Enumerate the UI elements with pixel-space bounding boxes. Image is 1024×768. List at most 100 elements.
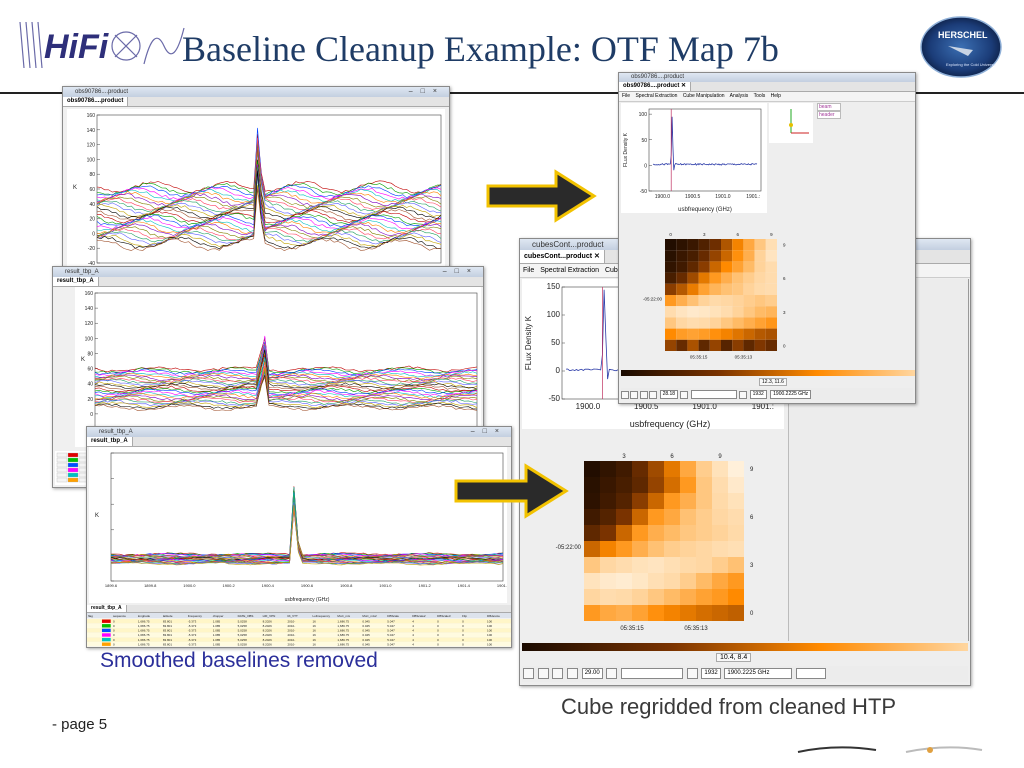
map-pixel[interactable] [765, 261, 777, 273]
map-pixel[interactable] [728, 493, 744, 509]
map-pixel[interactable] [676, 295, 688, 307]
map-pixel[interactable] [600, 525, 616, 541]
map-pixel[interactable] [632, 509, 648, 525]
map-pixel[interactable] [665, 239, 677, 251]
zoom-out-icon[interactable] [537, 668, 549, 679]
map-pixel[interactable] [765, 328, 777, 340]
map-pixel[interactable] [665, 306, 677, 318]
map-pixel[interactable] [721, 328, 733, 340]
map-pixel[interactable] [664, 477, 680, 493]
map-pixel[interactable] [648, 573, 664, 589]
map-pixel[interactable] [709, 328, 721, 340]
map-pixel[interactable] [632, 461, 648, 477]
map-pixel[interactable] [648, 541, 664, 557]
map-pixel[interactable] [676, 239, 688, 251]
map-pixel[interactable] [696, 525, 712, 541]
map-pixel[interactable] [754, 283, 766, 295]
map-pixel[interactable] [616, 557, 632, 573]
map-pixel[interactable] [687, 239, 699, 251]
map-pixel[interactable] [712, 509, 728, 525]
map-pixel[interactable] [687, 295, 699, 307]
map-pixel[interactable] [712, 605, 728, 621]
map-pixel[interactable] [616, 493, 632, 509]
map-pixel[interactable] [584, 509, 600, 525]
map-pixel[interactable] [743, 339, 755, 351]
window-controls[interactable]: –□× [470, 428, 507, 435]
map-pixel[interactable] [676, 250, 688, 262]
table-row[interactable] [87, 637, 511, 642]
map-pixel[interactable] [712, 573, 728, 589]
map-pixel[interactable] [648, 525, 664, 541]
map-pixel[interactable] [665, 317, 677, 329]
tab-table[interactable]: result_tbp_A [87, 605, 127, 612]
map-pixel[interactable] [664, 605, 680, 621]
map-pixel[interactable] [696, 493, 712, 509]
channel-field[interactable]: 1932 [749, 390, 767, 399]
map-pixel[interactable] [698, 339, 710, 351]
map-pixel[interactable] [616, 541, 632, 557]
map-pixel[interactable] [680, 541, 696, 557]
map-pixel[interactable] [584, 493, 600, 509]
map-pixel[interactable] [709, 306, 721, 318]
map-pixel[interactable] [632, 477, 648, 493]
window-controls[interactable]: –□× [408, 88, 445, 95]
map-pixel[interactable] [721, 317, 733, 329]
map-pixel[interactable] [648, 589, 664, 605]
map-pixel[interactable] [728, 589, 744, 605]
map-pixel[interactable] [664, 573, 680, 589]
map-pixel[interactable] [728, 605, 744, 621]
channel-slider[interactable] [690, 390, 737, 399]
map-pixel[interactable] [721, 261, 733, 273]
tab-cubes[interactable]: cubesCont...product ✕ [520, 250, 605, 263]
map-pixel[interactable] [721, 295, 733, 307]
map-pixel[interactable] [600, 573, 616, 589]
map-pixel[interactable] [743, 239, 755, 251]
map-pixel[interactable] [687, 250, 699, 262]
map-pixel[interactable] [765, 295, 777, 307]
map-pixel[interactable] [632, 605, 648, 621]
prev-channel-icon[interactable] [680, 390, 689, 399]
map-pixel[interactable] [743, 317, 755, 329]
table-row[interactable] [87, 632, 511, 638]
map-pixel[interactable] [632, 541, 648, 557]
prev-channel-icon[interactable] [606, 668, 618, 679]
map-pixel[interactable] [765, 272, 777, 284]
map-pixel[interactable] [765, 339, 777, 351]
map-pixel[interactable] [732, 328, 744, 340]
map-pixel[interactable] [665, 339, 677, 351]
map-pixel[interactable] [687, 339, 699, 351]
menu-analysis[interactable]: Analysis [729, 93, 749, 99]
map-pixel[interactable] [765, 317, 777, 329]
map-pixel[interactable] [698, 306, 710, 318]
map-pixel[interactable] [680, 509, 696, 525]
next-channel-icon[interactable] [739, 390, 748, 399]
map-pixel[interactable] [698, 272, 710, 284]
map-pixel[interactable] [732, 317, 744, 329]
menu-cube-manipulation[interactable]: Cube Manipulation [682, 93, 725, 99]
map-pixel[interactable] [680, 493, 696, 509]
map-pixel[interactable] [732, 339, 744, 351]
channel-field[interactable]: 1932 [701, 668, 721, 679]
map-pixel[interactable] [600, 461, 616, 477]
map-pixel[interactable] [600, 541, 616, 557]
map-pixel[interactable] [698, 261, 710, 273]
map-pixel[interactable] [676, 306, 688, 318]
menu-file[interactable]: File [622, 93, 631, 99]
map-pixel[interactable] [616, 605, 632, 621]
map-pixel[interactable] [600, 493, 616, 509]
window-titlebar[interactable]: result_tbp_A –□× [87, 427, 511, 437]
map-pixel[interactable] [687, 317, 699, 329]
frequency-field[interactable]: 1900.2225 GHz [770, 390, 812, 399]
map-pixel[interactable] [709, 295, 721, 307]
map-pixel[interactable] [687, 272, 699, 284]
map-pixel[interactable] [721, 283, 733, 295]
map-pixel[interactable] [680, 605, 696, 621]
map-pixel[interactable] [600, 557, 616, 573]
map-pixel[interactable] [754, 317, 766, 329]
map-pixel[interactable] [687, 328, 699, 340]
map-pixel[interactable] [743, 283, 755, 295]
map-pixel[interactable] [712, 525, 728, 541]
window-controls[interactable]: –□× [442, 268, 479, 275]
map-pixel[interactable] [665, 295, 677, 307]
map-pixel[interactable] [696, 541, 712, 557]
